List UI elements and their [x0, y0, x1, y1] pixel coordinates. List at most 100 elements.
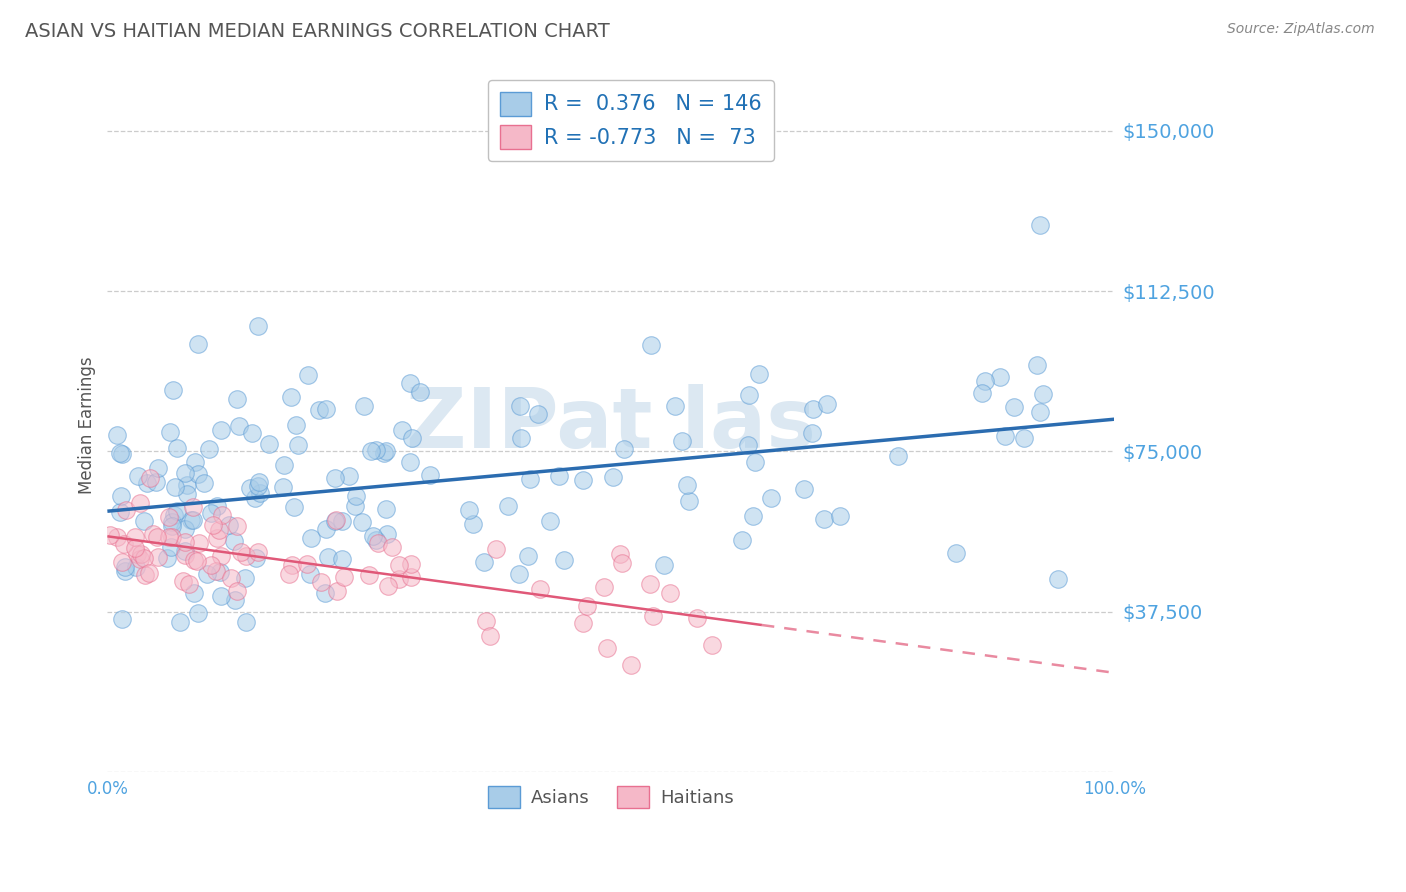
- Point: [357, 568, 380, 582]
- Point: [830, 508, 852, 523]
- Point: [145, 475, 167, 489]
- Point: [193, 475, 215, 490]
- Text: ZIPat las: ZIPat las: [406, 384, 815, 466]
- Point: [183, 586, 205, 600]
- Point: [249, 486, 271, 500]
- Point: [572, 615, 595, 630]
- Point: [700, 638, 723, 652]
- Point: [205, 531, 228, 545]
- Point: [508, 566, 530, 581]
- Point: [318, 549, 340, 564]
- Point: [593, 581, 616, 595]
- Point: [373, 445, 395, 459]
- Point: [283, 500, 305, 514]
- Point: [409, 385, 432, 400]
- Point: [323, 471, 346, 485]
- Point: [186, 554, 208, 568]
- Point: [517, 549, 540, 564]
- Point: [209, 549, 232, 564]
- Point: [398, 455, 420, 469]
- Point: [142, 527, 165, 541]
- Point: [323, 515, 346, 529]
- Point: [183, 553, 205, 567]
- Point: [173, 544, 195, 558]
- Point: [160, 515, 183, 529]
- Point: [148, 461, 170, 475]
- Point: [640, 338, 662, 352]
- Point: [136, 475, 159, 490]
- Point: [509, 399, 531, 413]
- Point: [325, 512, 347, 526]
- Point: [166, 504, 188, 518]
- Point: [127, 547, 149, 561]
- Point: [235, 549, 257, 563]
- Point: [138, 566, 160, 580]
- Point: [222, 534, 245, 549]
- Point: [160, 530, 183, 544]
- Point: [132, 550, 155, 565]
- Point: [330, 551, 353, 566]
- Point: [572, 473, 595, 487]
- Point: [124, 541, 146, 555]
- Point: [380, 541, 402, 555]
- Point: [1012, 431, 1035, 445]
- Point: [496, 499, 519, 513]
- Point: [675, 478, 697, 492]
- Point: [391, 423, 413, 437]
- Legend: Asians, Haitians: Asians, Haitians: [481, 779, 741, 815]
- Point: [299, 531, 322, 545]
- Point: [742, 509, 765, 524]
- Point: [187, 467, 209, 482]
- Point: [685, 611, 707, 625]
- Point: [399, 376, 422, 391]
- Point: [761, 491, 783, 505]
- Point: [309, 574, 332, 589]
- Point: [602, 469, 624, 483]
- Point: [174, 522, 197, 536]
- Point: [458, 503, 481, 517]
- Point: [187, 535, 209, 549]
- Point: [366, 533, 388, 547]
- Point: [609, 547, 631, 561]
- Point: [273, 458, 295, 473]
- Point: [224, 593, 246, 607]
- Point: [208, 523, 231, 537]
- Point: [218, 518, 240, 533]
- Point: [146, 530, 169, 544]
- Point: [360, 443, 382, 458]
- Point: [174, 535, 197, 549]
- Point: [124, 530, 146, 544]
- Point: [114, 564, 136, 578]
- Point: [325, 583, 347, 598]
- Point: [344, 500, 367, 514]
- Point: [314, 586, 336, 600]
- Point: [202, 518, 225, 533]
- Point: [198, 442, 221, 457]
- Point: [100, 528, 122, 542]
- Point: [678, 493, 700, 508]
- Point: [553, 553, 575, 567]
- Point: [134, 515, 156, 529]
- Point: [225, 519, 247, 533]
- Point: [364, 442, 387, 457]
- Point: [110, 490, 132, 504]
- Point: [671, 434, 693, 448]
- Point: [156, 551, 179, 566]
- Point: [211, 508, 233, 523]
- Point: [529, 582, 551, 597]
- Point: [519, 472, 541, 486]
- Point: [226, 392, 249, 406]
- Point: [1029, 405, 1052, 419]
- Point: [737, 438, 759, 452]
- Point: [479, 629, 502, 643]
- Point: [129, 496, 152, 510]
- Point: [1029, 218, 1052, 232]
- Point: [243, 491, 266, 505]
- Point: [295, 557, 318, 571]
- Point: [970, 386, 993, 401]
- Point: [361, 529, 384, 543]
- Point: [111, 612, 134, 626]
- Point: [801, 426, 824, 441]
- Point: [247, 475, 270, 489]
- Point: [169, 615, 191, 630]
